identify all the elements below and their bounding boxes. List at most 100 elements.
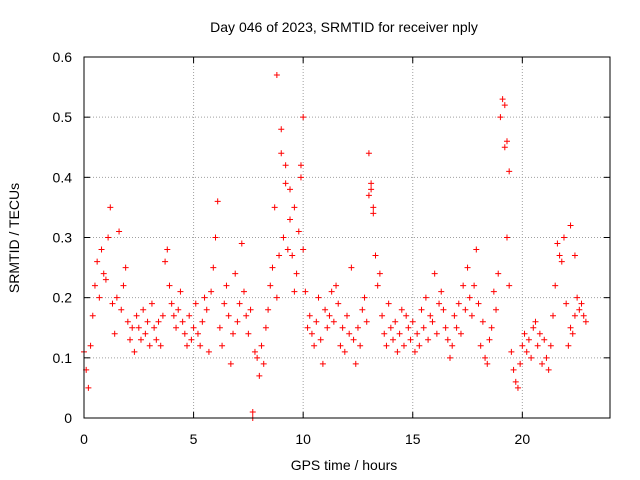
- data-point: [497, 114, 504, 121]
- data-point: [541, 336, 548, 343]
- data-point: [210, 264, 217, 271]
- data-point: [322, 306, 329, 313]
- data-point: [265, 306, 272, 313]
- data-point: [431, 270, 438, 277]
- data-point: [552, 282, 559, 289]
- data-point: [243, 312, 250, 319]
- data-point: [135, 324, 142, 331]
- y-tick-label: 0: [64, 410, 72, 426]
- data-point: [197, 342, 204, 349]
- data-point: [569, 330, 576, 337]
- data-point: [151, 324, 158, 331]
- data-point: [571, 252, 578, 259]
- data-point: [576, 306, 583, 313]
- data-point: [324, 324, 331, 331]
- data-point: [503, 138, 510, 145]
- data-point: [521, 330, 528, 337]
- data-point: [118, 306, 125, 313]
- data-point: [287, 186, 294, 193]
- data-point: [433, 330, 440, 337]
- data-point: [133, 312, 140, 319]
- data-point: [379, 312, 386, 319]
- data-point: [293, 270, 300, 277]
- data-point: [411, 348, 418, 355]
- data-point: [186, 312, 193, 319]
- data-point: [109, 300, 116, 307]
- data-point: [164, 246, 171, 253]
- data-point: [236, 300, 243, 307]
- data-point: [230, 330, 237, 337]
- data-point: [436, 300, 443, 307]
- data-point: [155, 318, 162, 325]
- data-point: [420, 324, 427, 331]
- data-point: [216, 324, 223, 331]
- data-point: [475, 300, 482, 307]
- chart-title: Day 046 of 2023, SRMTID for receiver npl…: [210, 19, 478, 35]
- data-point: [203, 306, 210, 313]
- data-point: [144, 318, 151, 325]
- data-point: [453, 324, 460, 331]
- data-point: [506, 168, 513, 175]
- data-point: [280, 234, 287, 241]
- data-point: [414, 330, 421, 337]
- data-point: [403, 312, 410, 319]
- data-point: [300, 246, 307, 253]
- data-point: [273, 72, 280, 79]
- data-point: [249, 408, 256, 415]
- data-point: [289, 252, 296, 259]
- data-point: [354, 324, 361, 331]
- data-point: [179, 318, 186, 325]
- data-point: [181, 330, 188, 337]
- data-point: [208, 288, 215, 295]
- data-point: [98, 246, 105, 253]
- data-point: [278, 126, 285, 133]
- data-point: [365, 150, 372, 157]
- data-point: [295, 228, 302, 235]
- data-point: [451, 312, 458, 319]
- data-point: [422, 294, 429, 301]
- data-point: [571, 312, 578, 319]
- data-point: [460, 282, 467, 289]
- data-point: [381, 330, 388, 337]
- data-point: [339, 324, 346, 331]
- data-point: [519, 342, 526, 349]
- data-point: [495, 270, 502, 277]
- data-point: [330, 318, 337, 325]
- data-point: [238, 240, 245, 247]
- data-point: [214, 198, 221, 205]
- y-tick-label: 0.5: [53, 109, 73, 125]
- data-point: [490, 288, 497, 295]
- data-point: [142, 330, 149, 337]
- data-point: [297, 174, 304, 181]
- data-point: [370, 210, 377, 217]
- data-point: [508, 348, 515, 355]
- data-point: [113, 294, 120, 301]
- y-axis-label: SRMTID / TECUs: [6, 183, 22, 293]
- data-point: [488, 324, 495, 331]
- data-point: [368, 180, 375, 187]
- data-point: [387, 324, 394, 331]
- data-point: [201, 294, 208, 301]
- data-point: [357, 342, 364, 349]
- data-point: [308, 330, 315, 337]
- data-point: [317, 336, 324, 343]
- data-point: [333, 282, 340, 289]
- data-point: [219, 342, 226, 349]
- data-point: [278, 150, 285, 157]
- data-point: [129, 324, 136, 331]
- data-point: [471, 282, 478, 289]
- data-point: [262, 324, 269, 331]
- data-point: [405, 324, 412, 331]
- data-point: [466, 294, 473, 301]
- data-point: [510, 366, 517, 373]
- data-point: [140, 306, 147, 313]
- data-point: [173, 324, 180, 331]
- data-point: [440, 306, 447, 313]
- data-point: [512, 378, 519, 385]
- data-point: [473, 246, 480, 253]
- data-point: [363, 318, 370, 325]
- data-point: [120, 282, 127, 289]
- data-point: [407, 336, 414, 343]
- data-point: [96, 294, 103, 301]
- data-point: [501, 144, 508, 151]
